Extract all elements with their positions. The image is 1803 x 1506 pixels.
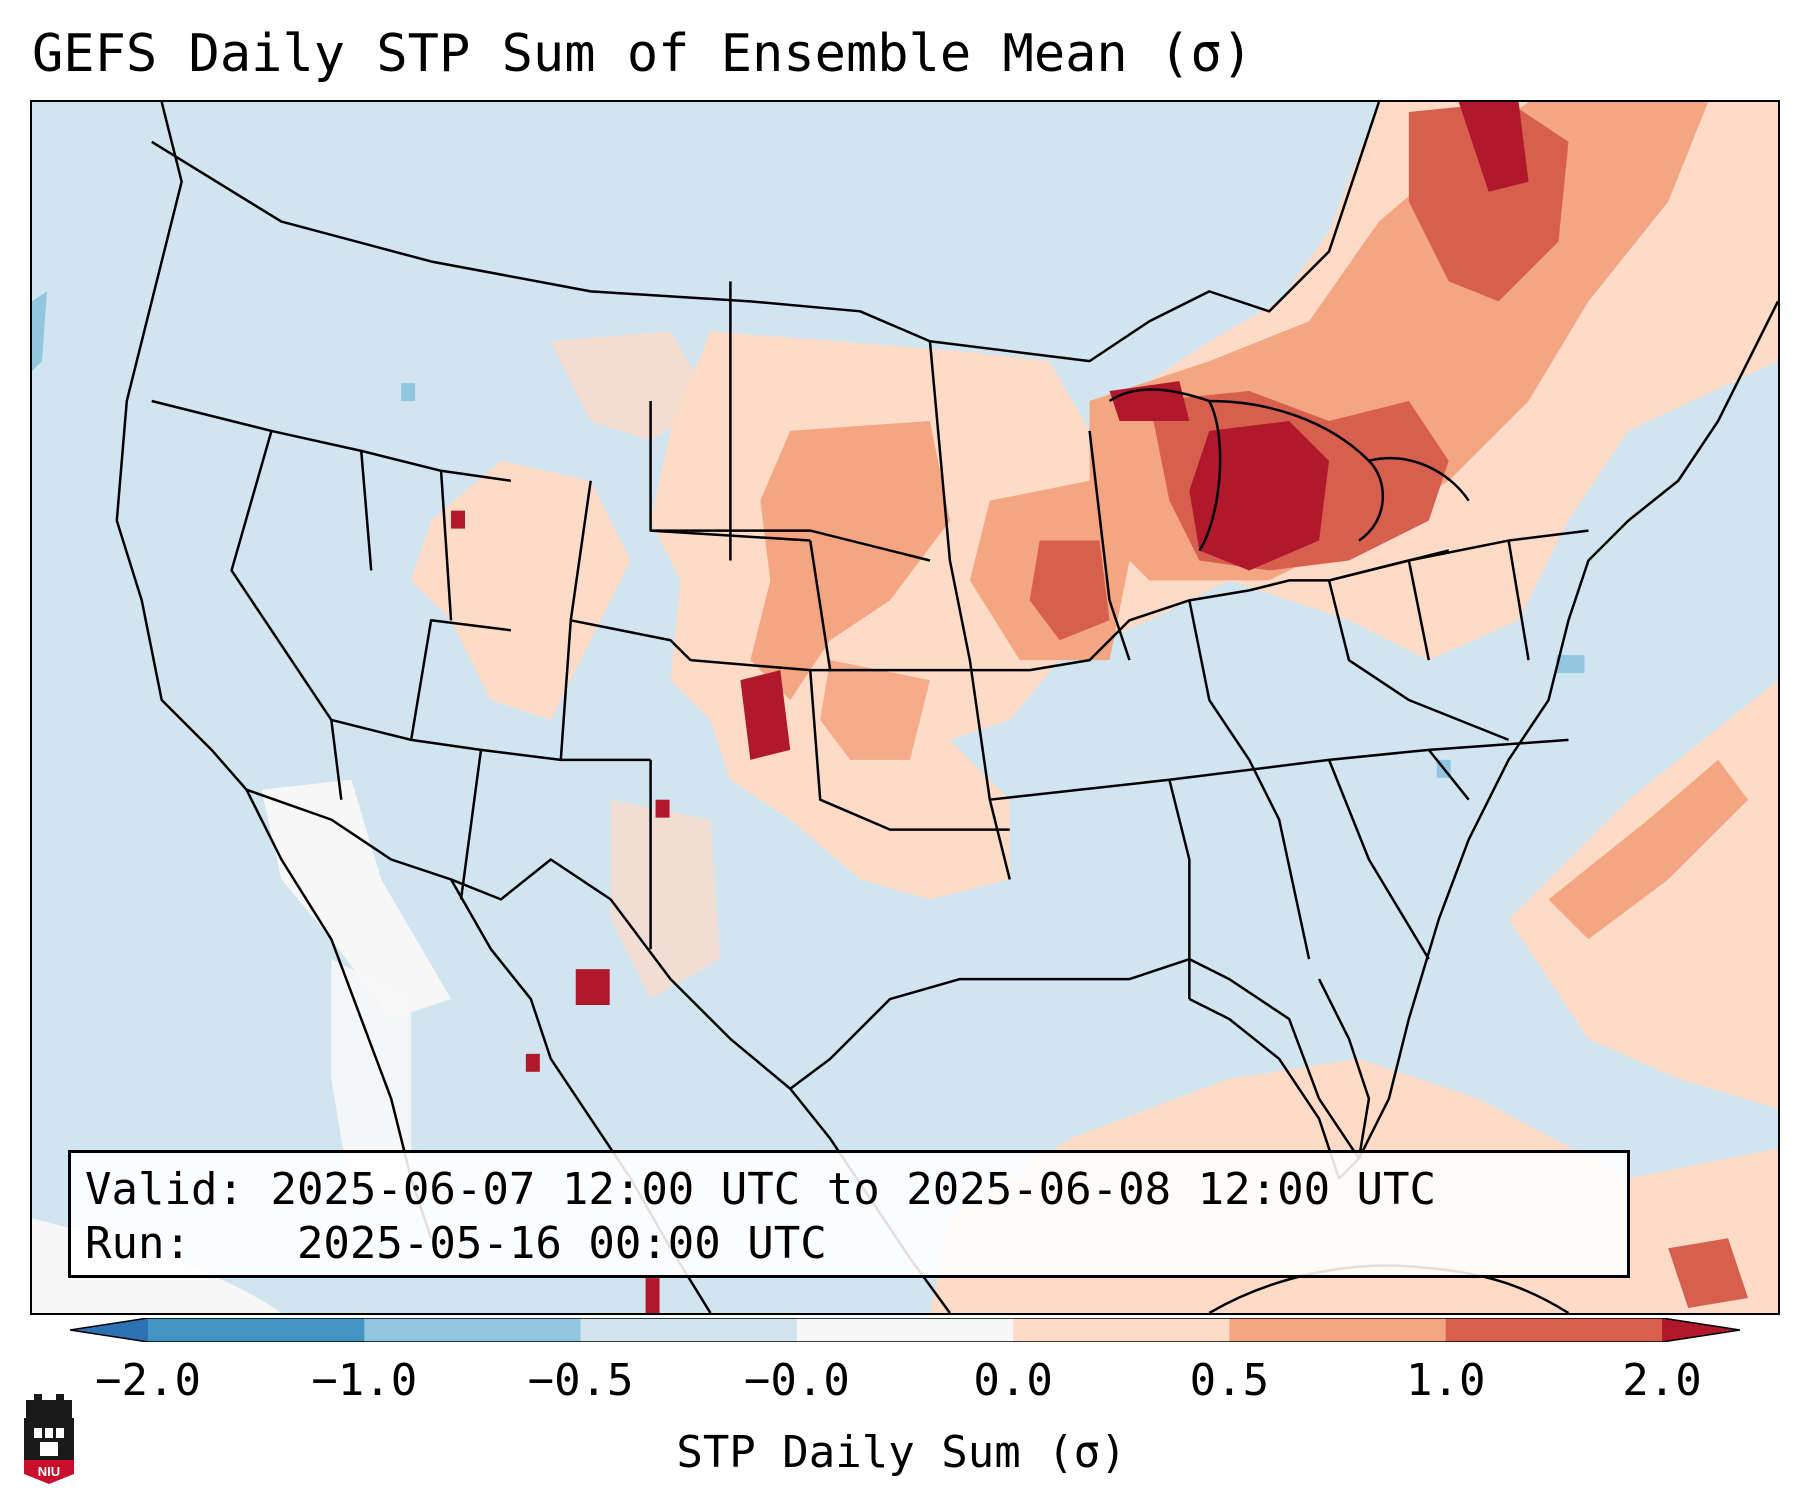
- colorbar-tick-label: −0.0: [743, 1355, 850, 1406]
- run-value: 2025-05-16 00:00 UTC: [296, 1218, 827, 1269]
- colorbar-tick-label: 0.5: [1189, 1355, 1270, 1406]
- valid-run-info-box: Valid: 2025-06-07 12:00 UTC to 2025-06-0…: [68, 1150, 1630, 1278]
- region-baja-white: [261, 779, 452, 1019]
- valid-label: Valid:: [85, 1164, 244, 1215]
- region-mexico-white: [331, 959, 412, 1199]
- cell-negative-1: [401, 383, 416, 402]
- cell-negative-2: [1556, 655, 1585, 674]
- canada-border: [151, 102, 1381, 363]
- colorbar-tick-label: −1.0: [311, 1355, 418, 1406]
- colorbar-tick-label: 2.0: [1622, 1355, 1702, 1406]
- region-montana-light: [550, 331, 711, 441]
- cell-red-south: [645, 1278, 660, 1313]
- cell-red-chihuahua: [575, 969, 610, 1006]
- logo-castle-icon: [26, 1394, 72, 1420]
- region-dakotas-medium: [750, 420, 950, 701]
- us-outline: [115, 102, 1778, 1160]
- colorbar-bin: [364, 1318, 582, 1342]
- region-colorado-darkred: [740, 670, 791, 760]
- logo-window-3: [56, 1428, 64, 1438]
- region-quebec-red: [1408, 102, 1569, 302]
- region-nebraska-red: [1029, 540, 1110, 641]
- great-lakes: [1108, 388, 1470, 582]
- region-nm-light: [610, 799, 721, 1000]
- valid-value: 2025-06-07 12:00 UTC to 2025-06-08 12:00…: [270, 1164, 1437, 1215]
- colorbar-bin: [70, 1318, 148, 1342]
- colorbar-bin: [1662, 1318, 1740, 1342]
- state-lines-central: [650, 341, 1569, 880]
- map-panel: [30, 100, 1780, 1315]
- colorbar-tick-label: 1.0: [1405, 1355, 1486, 1406]
- cell-red-utah: [451, 510, 466, 529]
- logo-text: NIU: [38, 1464, 60, 1479]
- colorbar-label: STP Daily Sum (σ): [676, 1427, 1127, 1478]
- logo-window-4: [40, 1442, 58, 1456]
- niu-logo: NIU: [24, 1394, 74, 1484]
- colorbar-tick-label: 0.0: [973, 1355, 1053, 1406]
- valid-row: Valid: 2025-06-07 12:00 UTC to 2025-06-0…: [85, 1163, 1613, 1217]
- boundaries: [115, 102, 1778, 1313]
- colorbar-bin: [1445, 1318, 1663, 1342]
- colorbar-tick-label: −0.5: [527, 1355, 634, 1406]
- region-quebec-darkred: [1458, 102, 1529, 192]
- run-label: Run:: [85, 1218, 191, 1269]
- logo-window-2: [45, 1428, 53, 1438]
- logo-shield: [24, 1460, 74, 1484]
- region-kansas-medium: [820, 660, 930, 760]
- cell-negative-4: [32, 291, 47, 372]
- colorbar-tick-label: −2.0: [95, 1355, 201, 1406]
- cell-red-mexico: [525, 1053, 540, 1072]
- run-row: Run: 2025-05-16 00:00 UTC: [85, 1217, 1613, 1271]
- colorbar-bin: [148, 1318, 365, 1342]
- colorbar-bin: [580, 1318, 798, 1342]
- colorbar: [70, 1318, 1740, 1342]
- chart-title: GEFS Daily STP Sum of Ensemble Mean (σ): [32, 24, 1253, 84]
- cell-red-nm: [655, 799, 670, 818]
- colorbar-bin: [796, 1318, 1014, 1342]
- logo-window-1: [34, 1428, 42, 1438]
- colorbar-tick-labels: −2.0 −1.0 −0.5 −0.0 0.0 0.5 1.0 2.0: [0, 1355, 1803, 1415]
- region-caribbean-red: [1668, 1238, 1749, 1309]
- region-atlantic-medium: [1548, 759, 1749, 940]
- region-rockies-light: [411, 460, 631, 720]
- colorbar-bin: [1229, 1318, 1447, 1342]
- colorbar-bin: [1013, 1318, 1230, 1342]
- region-lower-michigan-darkred: [1189, 420, 1330, 571]
- map-svg: [32, 102, 1778, 1313]
